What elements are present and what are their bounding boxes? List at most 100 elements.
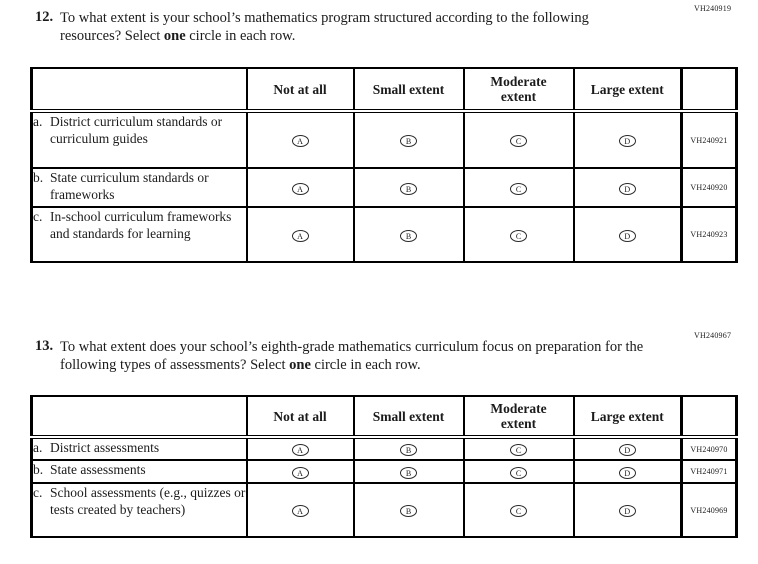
question-12-admin-code: VH240919 xyxy=(694,4,732,13)
row-admin-code: VH240969 xyxy=(680,482,738,538)
row-letter: a. xyxy=(33,440,43,455)
row-label-cell: a. District curriculum standards or curr… xyxy=(30,110,248,169)
column-header-label: Large extent xyxy=(590,81,664,97)
option-cell: C xyxy=(462,167,575,208)
column-header-label: Moderate extent xyxy=(490,401,547,431)
row-letter: c. xyxy=(33,209,43,224)
question-13-number: 13. xyxy=(35,338,54,354)
option-cell: B xyxy=(352,436,465,461)
question-12-text-after: circle in each row. xyxy=(185,28,296,44)
header-code-cell xyxy=(680,395,738,439)
row-label-cell: a. District assessments xyxy=(30,436,248,461)
table-row: c. School assessments (e.g., quizzes or … xyxy=(30,482,738,538)
option-cell: B xyxy=(352,206,465,263)
column-header-label: Not at all xyxy=(273,81,327,97)
row-label-cell: b. State curriculum standards or framewo… xyxy=(30,167,248,208)
column-header-moderate-extent: Moderate extent xyxy=(462,67,575,113)
question-13-admin-code: VH240967 xyxy=(694,331,732,340)
column-header-moderate-extent: Moderate extent xyxy=(462,395,575,439)
option-cell: C xyxy=(462,206,575,263)
option-circle-b[interactable]: B xyxy=(400,466,417,479)
option-circle-a[interactable]: A xyxy=(291,444,309,456)
option-circle-d[interactable]: D xyxy=(618,229,636,242)
row-label: District assessments xyxy=(50,440,160,455)
header-code-cell xyxy=(680,67,738,113)
option-circle-d[interactable]: D xyxy=(618,444,636,456)
option-cell: C xyxy=(462,110,575,169)
question-13-text-before: To what extent does your school’s eighth… xyxy=(60,339,644,373)
question-13-text-after: circle in each row. xyxy=(310,357,421,373)
option-cell: D xyxy=(572,167,683,208)
option-circle-c[interactable]: C xyxy=(510,505,527,517)
option-circle-a[interactable]: A xyxy=(291,229,309,242)
row-label: District curriculum standards or curricu… xyxy=(50,114,223,146)
question-12-text: To what extent is your school’s mathemat… xyxy=(60,9,645,45)
question-12-table: Not at all Small extent Moderate extent … xyxy=(30,67,738,263)
option-cell: B xyxy=(352,167,465,208)
option-circle-b[interactable]: B xyxy=(400,182,417,195)
option-circle-c[interactable]: C xyxy=(510,444,527,456)
row-label-cell: b. State assessments xyxy=(30,459,248,484)
table-row: b. State curriculum standards or framewo… xyxy=(30,167,738,208)
column-header-large-extent: Large extent xyxy=(572,395,683,439)
option-circle-c[interactable]: C xyxy=(510,182,527,195)
option-cell: D xyxy=(572,482,683,538)
row-admin-code: VH240921 xyxy=(680,110,738,169)
option-cell: A xyxy=(245,110,355,169)
table-row: a. District assessments A B C D VH240970 xyxy=(30,436,738,461)
question-13: 13. To what extent does your school’s ei… xyxy=(35,338,645,374)
row-label-cell: c. School assessments (e.g., quizzes or … xyxy=(30,482,248,538)
row-letter: c. xyxy=(33,485,43,500)
column-header-small-extent: Small extent xyxy=(352,395,465,439)
option-circle-b[interactable]: B xyxy=(400,444,417,456)
row-label: In-school curriculum frameworks and stan… xyxy=(50,209,232,241)
option-cell: C xyxy=(462,459,575,484)
row-letter: b. xyxy=(33,462,44,477)
option-circle-a[interactable]: A xyxy=(291,466,309,479)
option-circle-b[interactable]: B xyxy=(400,505,417,517)
column-header-label: Small extent xyxy=(372,408,445,424)
option-circle-a[interactable]: A xyxy=(291,182,309,195)
column-header-small-extent: Small extent xyxy=(352,67,465,113)
option-cell: D xyxy=(572,459,683,484)
column-header-not-at-all: Not at all xyxy=(245,67,355,113)
option-cell: B xyxy=(352,110,465,169)
option-cell: D xyxy=(572,110,683,169)
option-cell: A xyxy=(245,459,355,484)
table-row: c. In-school curriculum frameworks and s… xyxy=(30,206,738,263)
row-label: School assessments (e.g., quizzes or tes… xyxy=(50,485,246,517)
question-12-text-before: To what extent is your school’s mathemat… xyxy=(60,10,589,44)
row-label: State assessments xyxy=(50,462,146,477)
header-blank-cell xyxy=(30,395,248,439)
option-circle-d[interactable]: D xyxy=(618,182,636,195)
table-row: a. District curriculum standards or curr… xyxy=(30,110,738,169)
option-circle-c[interactable]: C xyxy=(510,229,527,242)
question-13-table: Not at all Small extent Moderate extent … xyxy=(30,395,738,538)
option-circle-b[interactable]: B xyxy=(400,135,417,147)
option-cell: D xyxy=(572,436,683,461)
option-circle-c[interactable]: C xyxy=(510,135,527,147)
table-row: b. State assessments A B C D VH240971 xyxy=(30,459,738,484)
question-12-table-header-row: Not at all Small extent Moderate extent … xyxy=(30,67,738,113)
option-cell: A xyxy=(245,167,355,208)
option-circle-d[interactable]: D xyxy=(618,466,636,479)
option-circle-d[interactable]: D xyxy=(618,135,636,147)
option-circle-b[interactable]: B xyxy=(400,229,417,242)
row-label-cell: c. In-school curriculum frameworks and s… xyxy=(30,206,248,263)
option-circle-a[interactable]: A xyxy=(291,505,309,517)
column-header-large-extent: Large extent xyxy=(572,67,683,113)
row-admin-code: VH240971 xyxy=(680,459,738,484)
column-header-label: Large extent xyxy=(590,408,664,424)
column-header-label: Not at all xyxy=(273,408,327,424)
question-13-text: To what extent does your school’s eighth… xyxy=(60,338,645,374)
option-cell: A xyxy=(245,436,355,461)
column-header-not-at-all: Not at all xyxy=(245,395,355,439)
option-circle-c[interactable]: C xyxy=(510,466,527,479)
row-admin-code: VH240920 xyxy=(680,167,738,208)
question-12-number: 12. xyxy=(35,9,54,25)
option-cell: D xyxy=(572,206,683,263)
option-circle-a[interactable]: A xyxy=(291,135,309,147)
option-circle-d[interactable]: D xyxy=(618,505,636,517)
option-cell: B xyxy=(352,482,465,538)
option-cell: C xyxy=(462,436,575,461)
